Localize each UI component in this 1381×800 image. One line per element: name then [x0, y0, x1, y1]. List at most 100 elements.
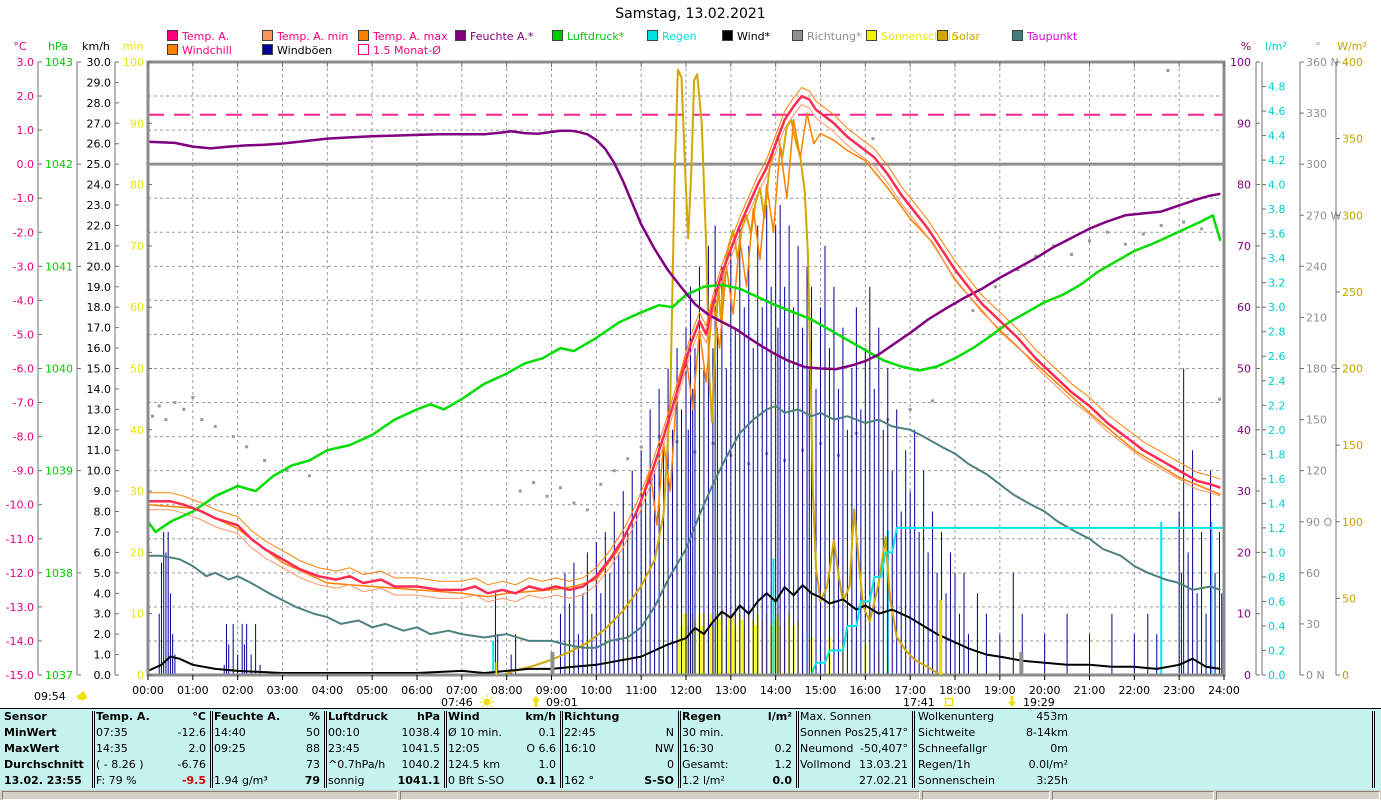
table-cell-value: -9.5 [181, 774, 206, 787]
svg-text:-13.0: -13.0 [6, 601, 34, 614]
table-row-label: MinWert [4, 726, 57, 739]
svg-text:20: 20 [1237, 546, 1251, 559]
table-cell-label: sonnig [328, 774, 365, 787]
svg-text:04:00: 04:00 [311, 684, 343, 697]
table-cell-value: 1.0 [538, 758, 557, 771]
svg-text:30: 30 [130, 485, 144, 498]
legend-item-temp-a-min[interactable]: Temp. A. min [262, 30, 348, 43]
axis-unit-hPa: hPa [48, 40, 68, 53]
svg-text:90 O: 90 O [1306, 516, 1332, 529]
legend-item-taupunkt[interactable]: Taupunkt [1012, 30, 1077, 43]
svg-text:70: 70 [130, 240, 144, 253]
series-wind [147, 584, 1221, 674]
svg-text:30: 30 [1306, 618, 1320, 631]
svg-text:10.0: 10.0 [87, 465, 112, 478]
table-row-labels: Sensor MinWert MaxWert Durchschnitt 13.02. 2… [4, 709, 90, 790]
table-cell-value: % [308, 710, 320, 723]
table-cell-label: 09:25 [214, 742, 246, 755]
svg-text:3.4: 3.4 [1268, 252, 1286, 265]
legend-item-wind-[interactable]: Wind* [722, 30, 771, 43]
svg-text:30.0: 30.0 [87, 56, 112, 69]
legend-swatch-icon [455, 30, 466, 41]
table-cell-label: 1.2 l/m² [682, 774, 725, 787]
svg-text:13.0: 13.0 [87, 403, 112, 416]
table-cell-value: 0m [1050, 742, 1068, 755]
legend-swatch-icon [937, 30, 948, 41]
svg-text:01:00: 01:00 [177, 684, 209, 697]
svg-text:-15.0: -15.0 [6, 669, 34, 682]
legend-swatch-icon [262, 44, 273, 55]
svg-text:02:00: 02:00 [222, 684, 254, 697]
table-cell-value: 1040.2 [401, 758, 441, 771]
status-segment [2, 791, 398, 800]
svg-text:11:00: 11:00 [625, 684, 657, 697]
svg-text:19.0: 19.0 [87, 281, 112, 294]
svg-text:3.2: 3.2 [1268, 277, 1286, 290]
svg-text:-9.0: -9.0 [13, 465, 34, 478]
table-cell-value: 1038.4 [401, 726, 441, 739]
legend-item-windchill[interactable]: Windchill [167, 44, 232, 57]
svg-text:14:00: 14:00 [760, 684, 792, 697]
status-bar [0, 790, 1381, 800]
table-cell-value: 13.03.21 [859, 758, 908, 771]
svg-text:-5.0: -5.0 [13, 328, 34, 341]
astro-time-label: 17:41 [903, 696, 935, 708]
table-cell-label: Schneefallgr [918, 742, 987, 755]
legend-item-regen[interactable]: Regen [647, 30, 697, 43]
svg-text:1.0: 1.0 [94, 649, 112, 662]
legend-item-1-5-monat-[interactable]: 1.5 Monat-Ø [358, 44, 441, 57]
svg-text:60: 60 [1237, 301, 1251, 314]
svg-text:2.0: 2.0 [1268, 424, 1286, 437]
table-cell-label: Ø 10 min. [448, 726, 502, 739]
legend-item-feuchte-a-[interactable]: Feuchte A.* [455, 30, 533, 43]
legend-item-richtung-[interactable]: Richtung* [792, 30, 861, 43]
series-solar [501, 68, 942, 676]
svg-text:07:00: 07:00 [446, 684, 478, 697]
legend-swatch-icon [552, 30, 563, 41]
table-cell-value: hPa [416, 710, 440, 723]
legend-label: Wind* [737, 30, 771, 43]
table-cell-value: 79 [304, 774, 320, 787]
table-cell-label: ^0.7hPa/h [328, 758, 386, 771]
svg-text:9.0: 9.0 [94, 485, 112, 498]
svg-text:300: 300 [1306, 158, 1327, 171]
table-cell-label: 14:40 [214, 726, 246, 739]
legend-item-luftdruck-[interactable]: Luftdruck* [552, 30, 624, 43]
table-cell-label: 14:35 [96, 742, 128, 755]
svg-text:1.4: 1.4 [1268, 497, 1286, 510]
svg-text:18.0: 18.0 [87, 301, 112, 314]
table-cell-label: 16:30 [682, 742, 714, 755]
svg-text:05:00: 05:00 [356, 684, 388, 697]
legend-item-temp-a-max[interactable]: Temp. A. max [358, 30, 448, 43]
svg-text:50: 50 [1342, 592, 1356, 605]
table-cell-label: 23:45 [328, 742, 360, 755]
svg-text:03:00: 03:00 [267, 684, 299, 697]
svg-text:22.0: 22.0 [87, 219, 112, 232]
svg-text:15.0: 15.0 [87, 363, 112, 376]
table-cell-label: Max. Sonnen [800, 710, 872, 723]
svg-text:60: 60 [130, 301, 144, 314]
table-cell-label: Regen [682, 710, 722, 723]
table-cell-label: Wolkenunterg [918, 710, 995, 723]
table-col-feuchte-a-: Feuchte A.% 14:40 50 09:25 88 73 1.94 g/m³ 79 [214, 709, 320, 790]
legend-item-solar[interactable]: Solar [937, 30, 980, 43]
axis-unit-min: min [123, 40, 144, 53]
page-title: Samstag, 13.02.2021 [615, 6, 766, 22]
legend-swatch-icon [866, 30, 877, 41]
legend-item-temp-a-[interactable]: Temp. A. [167, 30, 229, 43]
status-segment [1052, 791, 1214, 800]
table-separator [560, 711, 563, 788]
legend-swatch-icon [792, 30, 803, 41]
y-axis-kmh: 30.0 29.0 28.0 27.0 26.0 25.0 24.0 23.0 22.0 21.0… [82, 40, 119, 682]
svg-text:2.2: 2.2 [1268, 399, 1286, 412]
table-cell-value: 2.0 [188, 742, 207, 755]
table-cell-value: -6.76 [177, 758, 206, 771]
svg-text:1.8: 1.8 [1268, 448, 1286, 461]
sun-icon [480, 695, 494, 708]
svg-text:13:00: 13:00 [715, 684, 747, 697]
svg-text:24:00: 24:00 [1208, 684, 1240, 697]
svg-text:1043: 1043 [45, 56, 73, 69]
svg-text:27.0: 27.0 [87, 117, 112, 130]
legend-item-windb-en[interactable]: Windböen [262, 44, 332, 57]
